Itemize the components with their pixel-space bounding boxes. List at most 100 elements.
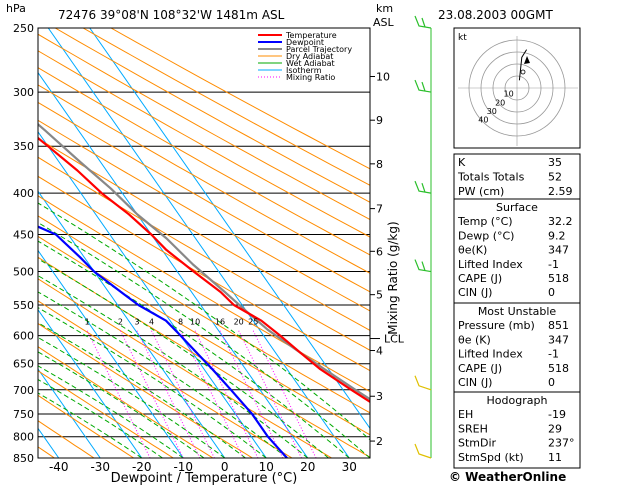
dry-adiabat bbox=[38, 235, 370, 436]
wet-adiabat bbox=[38, 322, 246, 458]
km-asl-label: ASL bbox=[373, 16, 395, 29]
dry-adiabat bbox=[54, 28, 370, 203]
pressure-label-750: 750 bbox=[13, 408, 34, 421]
legend-label: Temperature bbox=[285, 31, 337, 40]
km-unit-label: km bbox=[376, 2, 393, 15]
dry-adiabat bbox=[38, 195, 370, 393]
surface-table-frame bbox=[453, 198, 581, 304]
temp-tick--30: -30 bbox=[90, 460, 110, 474]
x-axis-title: Dewpoint / Temperature (°C) bbox=[111, 471, 298, 486]
legend-label: Dry Adiabat bbox=[286, 52, 333, 61]
dry-adiabat bbox=[38, 67, 370, 256]
surface-table-label: Dewp (°C) bbox=[458, 229, 514, 242]
pressure-label-400: 400 bbox=[13, 187, 34, 200]
wet-adiabat bbox=[38, 240, 350, 458]
isotherm bbox=[89, 28, 370, 430]
wind-barb-flag bbox=[421, 182, 426, 193]
dry-adiabat bbox=[38, 322, 253, 458]
km-tick-label: 3 bbox=[376, 390, 383, 403]
surface-table-title: Surface bbox=[496, 201, 538, 214]
series-temperature bbox=[38, 136, 370, 404]
station-info: 72476 39°08'N 108°32'W 1481m ASL bbox=[58, 8, 285, 22]
most-unstable-table-label: CIN (J) bbox=[458, 376, 492, 389]
dry-adiabat bbox=[38, 156, 370, 351]
dry-adiabat bbox=[38, 370, 174, 458]
pressure-label-350: 350 bbox=[13, 140, 34, 153]
pressure-label-850: 850 bbox=[13, 452, 34, 465]
mixing-ratio-label: 25 bbox=[248, 318, 258, 327]
km-tick-label: 7 bbox=[376, 203, 383, 216]
most-unstable-table-value: 347 bbox=[548, 333, 569, 346]
dry-adiabat bbox=[38, 101, 370, 293]
most-unstable-table-frame bbox=[453, 302, 581, 394]
pressure-label-450: 450 bbox=[13, 229, 34, 242]
km-tick-label: 10 bbox=[376, 70, 390, 83]
indices-tables: K 35 Totals Totals 52 PW (cm) 2.59 SurfaceTemp… bbox=[453, 153, 581, 469]
general-label: PW (cm) bbox=[458, 185, 504, 198]
dry-adiabat bbox=[38, 175, 370, 372]
km-tick-label: 8 bbox=[376, 158, 383, 171]
wind-barb bbox=[414, 375, 432, 391]
dry-adiabat bbox=[38, 300, 293, 458]
pressure-label-700: 700 bbox=[13, 384, 34, 397]
mixing-ratio-label: 4 bbox=[149, 318, 154, 327]
hodograph-table-title: Hodograph bbox=[487, 394, 548, 407]
pressure-label-250: 250 bbox=[13, 22, 34, 35]
temperature-axis-labels: -40 -30 -20 -10 0 10 20 30 bbox=[49, 460, 357, 474]
pressure-label-600: 600 bbox=[13, 330, 34, 343]
hodograph-table-label: StmSpd (kt) bbox=[458, 451, 524, 464]
storm-motion-marker bbox=[520, 69, 526, 75]
hodograph-table-value: 29 bbox=[548, 422, 562, 435]
surface-table-label: θe(K) bbox=[458, 244, 487, 257]
most-unstable-table-value: 0 bbox=[548, 376, 555, 389]
isotherm bbox=[47, 28, 350, 458]
series-dewpoint bbox=[38, 225, 288, 458]
mixing-ratio-label: 1 bbox=[85, 318, 90, 327]
mixing-ratio-labels: 1 2 3 4 8 10 16 20 25 bbox=[85, 318, 259, 327]
dry-adiabat bbox=[38, 215, 370, 414]
hodograph-table-value: 237° bbox=[548, 437, 575, 450]
dry-adiabat bbox=[38, 256, 370, 458]
km-tick-label: 2 bbox=[376, 435, 383, 448]
wet-adiabat bbox=[38, 202, 370, 441]
wet-adiabat bbox=[38, 336, 226, 458]
hodograph-table-frame bbox=[453, 391, 581, 469]
pressure-unit-label: hPa bbox=[6, 2, 26, 15]
wet-adiabat bbox=[38, 291, 288, 458]
surface-table-label: CIN (J) bbox=[458, 286, 492, 299]
hodograph-table-label: EH bbox=[458, 408, 473, 421]
series-parcel-trajectory bbox=[38, 122, 370, 401]
mixing-ratio-label: 8 bbox=[178, 318, 183, 327]
wind-barbs bbox=[414, 15, 432, 459]
pressure-label-800: 800 bbox=[13, 431, 34, 444]
general-value: 52 bbox=[548, 171, 562, 184]
skewt-plot: 250300350400450500550600650700750800850 … bbox=[13, 15, 432, 486]
km-tick-label: 6 bbox=[376, 245, 383, 258]
mixing-ratio-label: 16 bbox=[215, 318, 225, 327]
plot-frame bbox=[37, 27, 371, 459]
wet-adiabat bbox=[38, 392, 143, 458]
temp-tick-0: 0 bbox=[221, 460, 229, 474]
most-unstable-table-label: Pressure (mb) bbox=[458, 319, 535, 332]
most-unstable-table-value: 851 bbox=[548, 319, 569, 332]
hodograph-trace bbox=[518, 49, 530, 81]
legend-label: Parcel Trajectory bbox=[286, 45, 352, 54]
wind-barb bbox=[414, 15, 432, 29]
wind-barb bbox=[414, 180, 432, 194]
mixing-ratio-axis-title: Mixing Ratio (g/kg) bbox=[386, 221, 400, 334]
wind-barb-flag bbox=[421, 81, 426, 92]
most-unstable-table-value: -1 bbox=[548, 348, 559, 361]
dry-adiabat bbox=[38, 84, 370, 274]
wet-adiabat bbox=[38, 307, 267, 458]
temp-tick--40: -40 bbox=[49, 460, 69, 474]
hodograph-ring-label: 30 bbox=[487, 107, 497, 116]
surface-table-label: Lifted Index bbox=[458, 258, 523, 271]
surface-table-label: Temp (°C) bbox=[457, 215, 513, 228]
surface-table-value: 518 bbox=[548, 272, 569, 285]
surface-table-value: 0 bbox=[548, 286, 555, 299]
pressure-label-300: 300 bbox=[13, 86, 34, 99]
dry-adiabat bbox=[38, 138, 370, 331]
